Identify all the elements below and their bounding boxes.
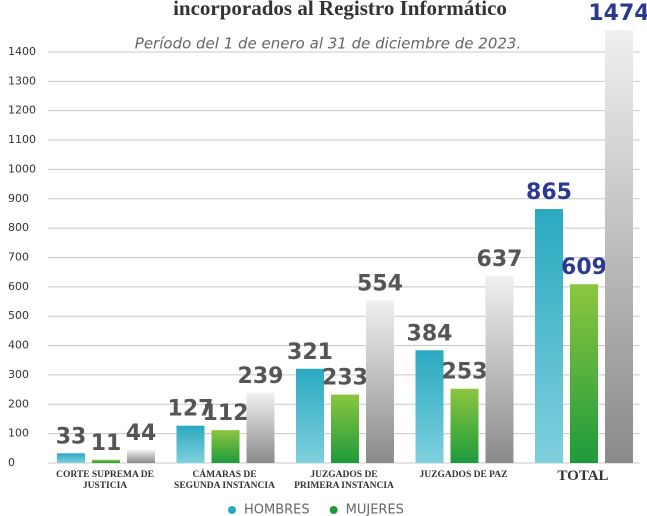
- y-tick-label: 100: [8, 427, 29, 440]
- y-tick-label: 1000: [8, 162, 36, 175]
- y-tick-label: 1400: [8, 45, 36, 58]
- y-tick-label: 1300: [8, 74, 36, 87]
- bar: [246, 392, 275, 463]
- bar: [176, 425, 205, 463]
- legend-label: HOMBRES: [244, 503, 310, 516]
- bar: [485, 275, 514, 463]
- value-label: 554: [357, 271, 403, 296]
- bar: [211, 430, 240, 463]
- value-label: 33: [56, 424, 87, 449]
- value-label: 44: [126, 421, 157, 446]
- x-tick-label: JUZGADOS DE PRIMERA INSTANCIA: [294, 470, 394, 491]
- y-tick-label: 1200: [8, 104, 36, 117]
- y-tick-label: 300: [8, 368, 29, 381]
- bar: [331, 394, 359, 463]
- value-label: 233: [322, 366, 368, 391]
- y-tick-label: 800: [8, 221, 29, 234]
- x-tick-label: CÁMARAS DE SEGUNDA INSTANCIA: [174, 470, 275, 491]
- bar: [605, 30, 633, 463]
- y-tick-label: 700: [8, 250, 29, 263]
- value-label: 112: [203, 401, 249, 426]
- value-label: 865: [526, 180, 572, 205]
- chart-title: incorporados al Registro Informático: [173, 0, 507, 20]
- bar: [570, 284, 598, 463]
- bar: [415, 350, 444, 463]
- y-tick-label: 600: [8, 280, 29, 293]
- y-tick-label: 400: [8, 339, 29, 352]
- y-tick-label: 900: [8, 192, 29, 205]
- value-label: 384: [407, 321, 453, 346]
- x-tick-label: JUZGADOS DE PAZ: [419, 470, 508, 480]
- bar: [450, 388, 479, 463]
- legend-swatch: [329, 506, 338, 514]
- bar: [366, 300, 394, 463]
- legend-swatch: [228, 506, 236, 514]
- y-tick-label: 500: [8, 309, 29, 322]
- bar: [535, 209, 563, 463]
- bar: [296, 368, 324, 463]
- y-tick-label: 200: [8, 397, 29, 410]
- value-label: 253: [442, 360, 488, 385]
- value-label: 239: [238, 364, 284, 389]
- x-tick-label: TOTAL: [557, 468, 609, 484]
- value-label: 1474: [588, 1, 647, 26]
- value-label: 609: [561, 255, 607, 280]
- value-label: 11: [91, 431, 122, 456]
- chart-subtitle: Período del 1 de enero al 31 de diciembr…: [135, 35, 521, 53]
- value-label: 321: [287, 340, 333, 365]
- value-label: 127: [168, 397, 214, 422]
- x-tick-label: CORTE SUPREMA DE JUSTICIA: [56, 470, 154, 491]
- bar: [92, 459, 120, 463]
- y-tick-label: 1100: [8, 133, 36, 146]
- value-label: 637: [477, 247, 523, 272]
- bar: [57, 453, 85, 463]
- legend-label: MUJERES: [346, 503, 404, 516]
- y-tick-label: 0: [8, 456, 15, 469]
- bar: [127, 450, 155, 463]
